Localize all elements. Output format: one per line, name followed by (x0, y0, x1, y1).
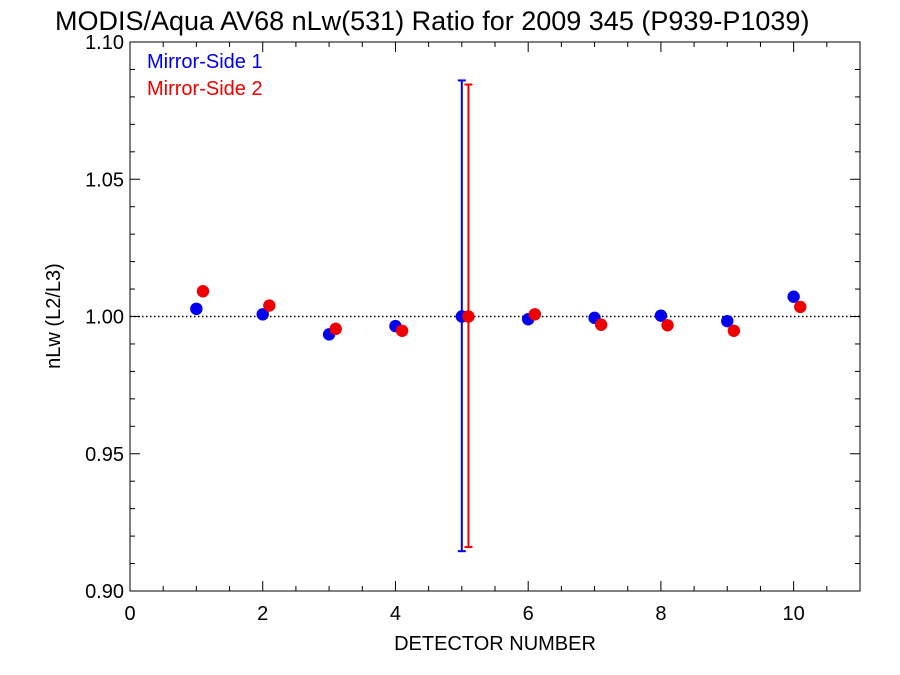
axis-ticks: 0 2 4 6 8 10 0.90 0.95 1.00 1.05 1.10 (85, 32, 860, 625)
data-point-series-2 (528, 308, 542, 321)
y-tick-label: 1.00 (85, 307, 124, 329)
legend-entry-series-2: Mirror-Side 2 (147, 78, 263, 100)
data-point-series-2 (263, 299, 276, 312)
chart-title: MODIS/Aqua AV68 nLw(531) Ratio for 2009 … (55, 6, 809, 36)
data-point-series-2 (329, 322, 342, 336)
y-tick-label: 0.95 (85, 444, 124, 466)
data-point-series-1 (654, 309, 668, 322)
x-tick-label: 4 (390, 603, 401, 625)
x-axis-label: DETECTOR NUMBER (394, 633, 596, 655)
x-tick-label: 6 (523, 603, 534, 625)
x-tick-label: 2 (257, 603, 268, 625)
data-point-series-2 (196, 285, 210, 298)
y-axis-label: nLw (L2/L3) (43, 263, 65, 369)
y-tick-label: 1.05 (85, 169, 124, 191)
x-tick-label: 0 (124, 603, 135, 625)
data-point-series-1 (256, 308, 269, 321)
x-tick-label: 10 (783, 603, 805, 625)
legend-entry-series-1: Mirror-Side 1 (147, 51, 263, 73)
data-points-layer (190, 285, 807, 341)
data-point-series-2 (794, 300, 807, 314)
data-point-series-2 (395, 324, 409, 337)
data-point-series-2 (462, 310, 475, 323)
x-tick-label: 8 (655, 603, 666, 625)
data-point-series-1 (190, 302, 203, 316)
data-point-series-2 (727, 324, 741, 337)
data-point-series-2 (594, 318, 608, 331)
data-point-series-2 (661, 319, 674, 332)
data-point-series-1 (787, 290, 800, 303)
y-tick-label: 0.90 (85, 581, 124, 603)
legend: Mirror-Side 1 Mirror-Side 2 (147, 51, 263, 100)
y-tick-label: 1.10 (85, 32, 124, 54)
data-point-series-1 (721, 314, 734, 328)
